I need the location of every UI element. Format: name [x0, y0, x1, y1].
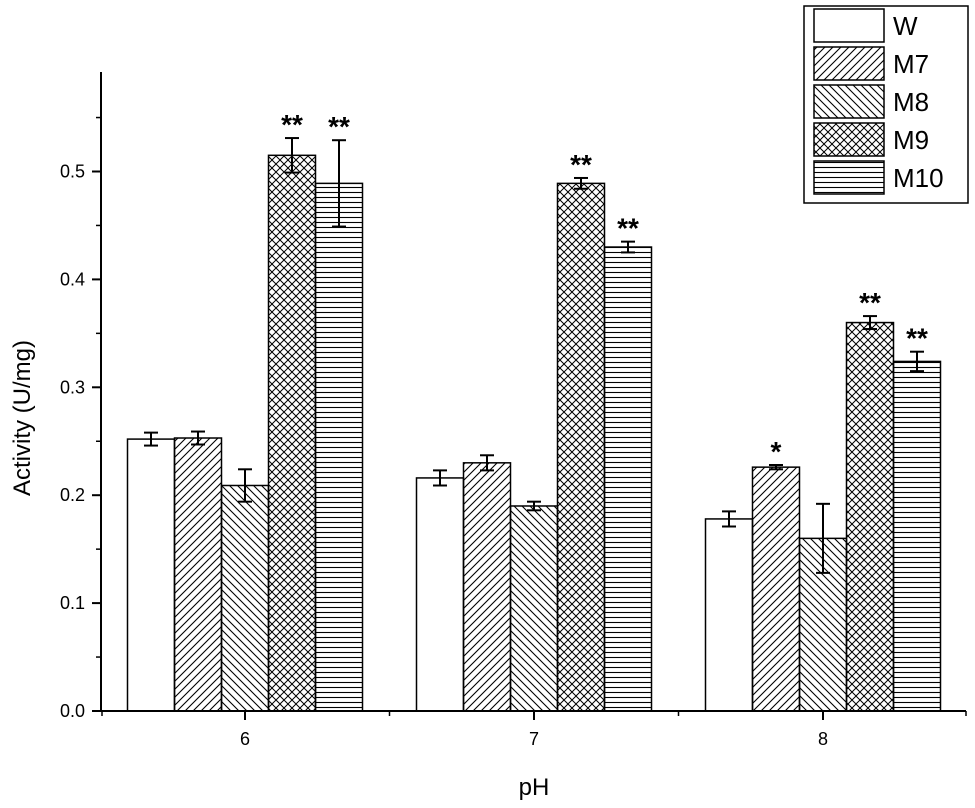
legend-swatch-m7 — [813, 46, 885, 81]
bar-w-ph8 — [704, 518, 754, 712]
legend-swatch-m9 — [813, 122, 885, 157]
legend-swatch-m8 — [813, 84, 885, 119]
error-bar-m10-ph8 — [910, 350, 924, 373]
y-ticks-group: 0.0 0.1 0.2 0.3 0.4 0.5 — [60, 116, 101, 721]
legend-label-m8: M8 — [893, 87, 929, 117]
error-bar-m8-ph6 — [238, 468, 252, 503]
error-bar-m10-ph6 — [332, 139, 346, 228]
x-axis-title: pH — [519, 774, 550, 801]
error-bar-w-ph7 — [433, 469, 447, 487]
bar-m9-ph6 — [267, 154, 317, 712]
bar-m8-ph7 — [509, 505, 559, 712]
bar-w-ph6 — [126, 438, 176, 712]
legend-label-m10: M10 — [893, 163, 944, 193]
x-tick-label: 6 — [240, 729, 250, 749]
error-bar-m8-ph8 — [816, 502, 830, 574]
error-bar-w-ph6 — [144, 431, 158, 447]
error-bars-group — [144, 137, 924, 574]
bar-m7-ph8 — [751, 466, 801, 712]
significance-label-m10-ph7: ** — [617, 213, 639, 244]
bar-w-ph7 — [415, 477, 465, 712]
y-tick-label: 0.2 — [60, 485, 85, 505]
error-bar-m7-ph7 — [480, 454, 494, 472]
bar-m9-ph8 — [845, 321, 895, 712]
significance-labels-group: ************* — [281, 109, 928, 467]
y-tick-label: 0.3 — [60, 377, 85, 397]
bar-m7-ph6 — [173, 437, 223, 712]
x-tick-label: 7 — [529, 729, 539, 749]
significance-label-m10-ph6: ** — [328, 111, 350, 142]
significance-label-m7-ph8: * — [771, 436, 782, 467]
legend: W M7 M8 M9 M10 — [803, 5, 969, 204]
significance-label-m10-ph8: ** — [906, 323, 928, 354]
bar-m10-ph8 — [892, 360, 942, 712]
legend-swatch-w — [813, 8, 885, 43]
error-bar-m8-ph7 — [527, 500, 541, 512]
bar-m10-ph7 — [603, 246, 653, 712]
error-bar-m7-ph6 — [191, 430, 205, 446]
y-tick-label: 0.5 — [60, 162, 85, 182]
error-bar-w-ph8 — [722, 510, 736, 528]
error-bar-m10-ph7 — [621, 240, 635, 254]
bar-m9-ph7 — [556, 182, 606, 712]
legend-label-m7: M7 — [893, 49, 929, 79]
significance-label-m9-ph6: ** — [281, 109, 303, 140]
y-tick-label: 0.0 — [60, 701, 85, 721]
significance-label-m9-ph8: ** — [859, 287, 881, 318]
y-tick-label: 0.4 — [60, 269, 85, 289]
error-bar-m9-ph6 — [285, 137, 299, 174]
bars-group — [126, 154, 942, 712]
y-tick-label: 0.1 — [60, 593, 85, 613]
error-bar-m7-ph8 — [769, 463, 783, 471]
legend-label-m9: M9 — [893, 125, 929, 155]
bar-m7-ph7 — [462, 462, 512, 712]
bar-m8-ph6 — [220, 484, 270, 712]
x-tick-label: 8 — [818, 729, 828, 749]
error-bar-m9-ph8 — [863, 315, 877, 331]
legend-swatch-m10 — [813, 160, 885, 195]
y-axis-title: Activity (U/mg) — [9, 340, 36, 496]
legend-label-w: W — [893, 11, 918, 41]
error-bar-m9-ph7 — [574, 176, 588, 190]
x-ticks-group: 6 7 8 — [101, 711, 967, 749]
significance-label-m9-ph7: ** — [570, 149, 592, 180]
bar-m10-ph6 — [314, 182, 364, 712]
